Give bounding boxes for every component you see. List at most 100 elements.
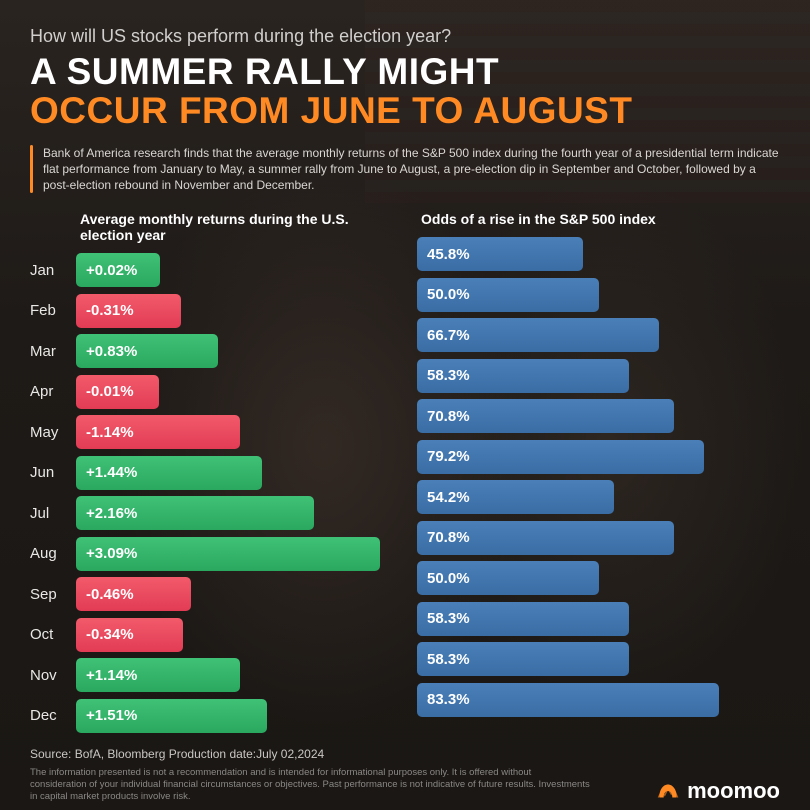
positive-bar: +1.44% (76, 456, 262, 490)
footer: Source: BofA, Bloomberg Production date:… (30, 733, 780, 804)
left-chart-rows: Jan+0.02%Feb-0.31%Mar+0.83%Apr-0.01%May-… (30, 253, 393, 733)
bar-zone: +1.51% (76, 699, 393, 733)
headline-line-1: A SUMMER RALLY MIGHT (30, 53, 780, 92)
odds-bar: 66.7% (417, 318, 659, 352)
subcopy-wrap: Bank of America research finds that the … (30, 145, 780, 194)
bar-zone: +1.14% (76, 658, 393, 692)
odds-row: 54.2% (417, 480, 780, 514)
month-label: Dec (30, 707, 76, 724)
odds-bar: 58.3% (417, 602, 629, 636)
footer-left: Source: BofA, Bloomberg Production date:… (30, 747, 635, 804)
bar-zone: -0.31% (76, 294, 393, 328)
returns-row: Jun+1.44% (30, 456, 393, 490)
odds-bar: 79.2% (417, 440, 704, 474)
odds-row: 70.8% (417, 521, 780, 555)
left-chart: Average monthly returns during the U.S. … (30, 211, 393, 733)
positive-bar: +2.16% (76, 496, 314, 530)
odds-row: 83.3% (417, 683, 780, 717)
returns-row: Feb-0.31% (30, 294, 393, 328)
bar-zone: 50.0% (417, 561, 780, 595)
odds-bar: 83.3% (417, 683, 719, 717)
right-chart-rows: 45.8% 50.0% 66.7% 58.3% 70.8% 79.2% 54.2% 70.8%… (417, 237, 780, 717)
month-label: Sep (30, 586, 76, 603)
returns-row: Aug+3.09% (30, 537, 393, 571)
positive-bar: +1.51% (76, 699, 267, 733)
positive-bar: +0.02% (76, 253, 160, 287)
charts-columns: Average monthly returns during the U.S. … (30, 211, 780, 733)
subcopy-text: Bank of America research finds that the … (43, 145, 780, 194)
odds-bar: 70.8% (417, 521, 674, 555)
returns-row: Sep-0.46% (30, 577, 393, 611)
returns-row: Apr-0.01% (30, 375, 393, 409)
bar-zone: 58.3% (417, 642, 780, 676)
bar-zone: +0.83% (76, 334, 393, 368)
month-label: Jul (30, 505, 76, 522)
bar-zone: +1.44% (76, 456, 393, 490)
brand-logo: moomoo (655, 778, 780, 804)
bar-zone: 70.8% (417, 521, 780, 555)
month-label: Apr (30, 383, 76, 400)
odds-bar: 54.2% (417, 480, 614, 514)
bar-zone: -0.46% (76, 577, 393, 611)
odds-row: 70.8% (417, 399, 780, 433)
bar-zone: 83.3% (417, 683, 780, 717)
bar-zone: +3.09% (76, 537, 393, 571)
odds-bar: 50.0% (417, 561, 599, 595)
bar-zone: +2.16% (76, 496, 393, 530)
positive-bar: +1.14% (76, 658, 240, 692)
odds-row: 58.3% (417, 359, 780, 393)
bar-zone: 54.2% (417, 480, 780, 514)
returns-row: Oct-0.34% (30, 618, 393, 652)
kicker-text: How will US stocks perform during the el… (30, 26, 780, 47)
returns-row: Jul+2.16% (30, 496, 393, 530)
returns-row: Dec+1.51% (30, 699, 393, 733)
positive-bar: +3.09% (76, 537, 380, 571)
returns-row: Jan+0.02% (30, 253, 393, 287)
bar-zone: 66.7% (417, 318, 780, 352)
month-label: Oct (30, 626, 76, 643)
month-label: Aug (30, 545, 76, 562)
bar-zone: 45.8% (417, 237, 780, 271)
returns-row: Mar+0.83% (30, 334, 393, 368)
returns-row: May-1.14% (30, 415, 393, 449)
odds-bar: 70.8% (417, 399, 674, 433)
negative-bar: -0.46% (76, 577, 191, 611)
odds-row: 79.2% (417, 440, 780, 474)
negative-bar: -0.31% (76, 294, 181, 328)
moomoo-icon (655, 778, 681, 804)
headline: A SUMMER RALLY MIGHT OCCUR FROM JUNE TO … (30, 53, 780, 131)
negative-bar: -1.14% (76, 415, 240, 449)
negative-bar: -0.01% (76, 375, 159, 409)
content-wrap: How will US stocks perform during the el… (0, 0, 810, 810)
odds-row: 58.3% (417, 602, 780, 636)
month-label: Mar (30, 343, 76, 360)
odds-bar: 50.0% (417, 278, 599, 312)
right-chart-title: Odds of a rise in the S&P 500 index (417, 211, 780, 227)
logo-text: moomoo (687, 778, 780, 804)
month-label: Nov (30, 667, 76, 684)
bar-zone: -0.34% (76, 618, 393, 652)
positive-bar: +0.83% (76, 334, 218, 368)
bar-zone: -0.01% (76, 375, 393, 409)
odds-bar: 58.3% (417, 359, 629, 393)
bar-zone: 50.0% (417, 278, 780, 312)
bar-zone: 70.8% (417, 399, 780, 433)
odds-bar: 58.3% (417, 642, 629, 676)
odds-row: 50.0% (417, 561, 780, 595)
bar-zone: -1.14% (76, 415, 393, 449)
headline-line-2: OCCUR FROM JUNE TO AUGUST (30, 92, 780, 131)
month-label: Feb (30, 302, 76, 319)
bar-zone: 58.3% (417, 359, 780, 393)
source-line: Source: BofA, Bloomberg Production date:… (30, 747, 635, 761)
odds-row: 45.8% (417, 237, 780, 271)
month-label: Jan (30, 262, 76, 279)
bar-zone: 79.2% (417, 440, 780, 474)
left-chart-title: Average monthly returns during the U.S. … (30, 211, 393, 243)
negative-bar: -0.34% (76, 618, 183, 652)
right-chart: Odds of a rise in the S&P 500 index 45.8… (417, 211, 780, 733)
odds-row: 50.0% (417, 278, 780, 312)
bar-zone: 58.3% (417, 602, 780, 636)
bar-zone: +0.02% (76, 253, 393, 287)
odds-bar: 45.8% (417, 237, 583, 271)
accent-bar (30, 145, 33, 194)
